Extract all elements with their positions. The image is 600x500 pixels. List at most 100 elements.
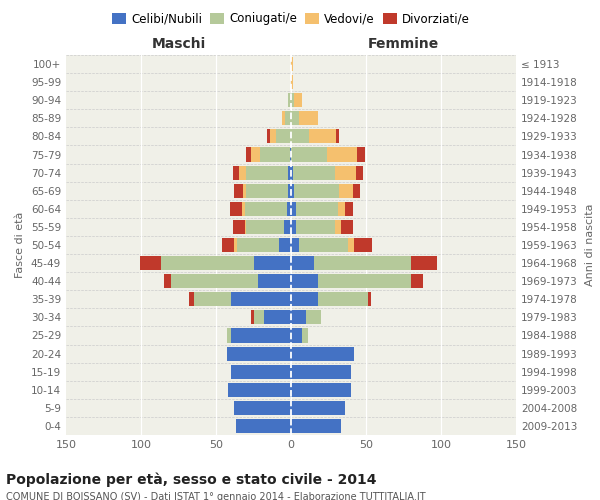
Bar bbox=[193, 292, 231, 306]
Bar bbox=[309, 130, 336, 143]
Bar bbox=[284, 220, 291, 234]
Bar bbox=[222, 238, 234, 252]
Bar bbox=[335, 166, 355, 179]
Bar bbox=[293, 166, 335, 179]
Bar bbox=[299, 238, 348, 252]
Bar bbox=[348, 238, 354, 252]
Bar bbox=[291, 166, 293, 179]
Bar bbox=[234, 184, 243, 198]
Bar bbox=[291, 274, 318, 288]
Text: COMUNE DI BOISSANO (SV) - Dati ISTAT 1° gennaio 2014 - Elaborazione TUTTITALIA.I: COMUNE DI BOISSANO (SV) - Dati ISTAT 1° … bbox=[6, 492, 425, 500]
Bar bbox=[291, 256, 314, 270]
Bar bbox=[291, 292, 318, 306]
Bar bbox=[296, 220, 335, 234]
Y-axis label: Anni di nascita: Anni di nascita bbox=[584, 204, 595, 286]
Bar bbox=[243, 184, 246, 198]
Bar bbox=[231, 328, 291, 342]
Bar bbox=[306, 310, 321, 324]
Bar bbox=[288, 184, 291, 198]
Bar bbox=[411, 256, 437, 270]
Bar bbox=[291, 57, 293, 71]
Bar bbox=[302, 328, 308, 342]
Bar bbox=[291, 202, 296, 216]
Bar bbox=[227, 328, 231, 342]
Bar bbox=[291, 364, 351, 378]
Bar bbox=[231, 364, 291, 378]
Bar bbox=[341, 220, 353, 234]
Bar bbox=[139, 256, 161, 270]
Bar bbox=[291, 238, 299, 252]
Bar bbox=[339, 184, 353, 198]
Bar bbox=[294, 93, 302, 108]
Bar bbox=[279, 238, 291, 252]
Bar bbox=[299, 112, 318, 126]
Bar bbox=[239, 166, 246, 179]
Bar bbox=[357, 148, 365, 162]
Text: Popolazione per età, sesso e stato civile - 2014: Popolazione per età, sesso e stato civil… bbox=[6, 472, 377, 487]
Bar bbox=[171, 274, 258, 288]
Bar bbox=[336, 130, 339, 143]
Bar bbox=[258, 274, 291, 288]
Bar bbox=[246, 184, 288, 198]
Bar bbox=[353, 184, 360, 198]
Bar bbox=[345, 202, 353, 216]
Bar bbox=[290, 148, 291, 162]
Bar bbox=[335, 220, 341, 234]
Bar bbox=[291, 401, 345, 415]
Bar bbox=[276, 130, 291, 143]
Bar bbox=[318, 292, 367, 306]
Bar bbox=[291, 220, 296, 234]
Bar bbox=[241, 202, 245, 216]
Bar bbox=[291, 328, 302, 342]
Text: Maschi: Maschi bbox=[151, 38, 206, 52]
Bar bbox=[291, 382, 351, 397]
Bar bbox=[245, 202, 287, 216]
Bar bbox=[282, 112, 285, 126]
Legend: Celibi/Nubili, Coniugati/e, Vedovi/e, Divorziati/e: Celibi/Nubili, Coniugati/e, Vedovi/e, Di… bbox=[107, 8, 475, 30]
Bar bbox=[251, 148, 260, 162]
Bar bbox=[291, 75, 293, 89]
Bar bbox=[291, 310, 306, 324]
Bar bbox=[411, 274, 423, 288]
Bar bbox=[355, 166, 363, 179]
Bar bbox=[367, 292, 371, 306]
Bar bbox=[285, 112, 291, 126]
Y-axis label: Fasce di età: Fasce di età bbox=[16, 212, 25, 278]
Bar bbox=[354, 238, 372, 252]
Bar bbox=[337, 202, 345, 216]
Bar bbox=[291, 130, 309, 143]
Bar bbox=[251, 310, 254, 324]
Bar bbox=[296, 202, 337, 216]
Bar bbox=[161, 256, 254, 270]
Bar bbox=[233, 220, 245, 234]
Bar bbox=[291, 184, 294, 198]
Bar bbox=[288, 93, 291, 108]
Bar bbox=[291, 148, 327, 162]
Bar bbox=[254, 310, 264, 324]
Bar bbox=[227, 346, 291, 360]
Text: Femmine: Femmine bbox=[368, 38, 439, 52]
Bar bbox=[234, 238, 237, 252]
Bar bbox=[287, 202, 291, 216]
Bar bbox=[264, 310, 291, 324]
Bar bbox=[245, 220, 246, 234]
Bar bbox=[231, 292, 291, 306]
Bar bbox=[291, 419, 341, 433]
Bar bbox=[294, 184, 339, 198]
Bar bbox=[288, 166, 291, 179]
Bar bbox=[235, 419, 291, 433]
Bar bbox=[189, 292, 193, 306]
Bar bbox=[163, 274, 171, 288]
Bar bbox=[291, 93, 294, 108]
Bar bbox=[233, 166, 239, 179]
Bar bbox=[314, 256, 411, 270]
Bar bbox=[254, 256, 291, 270]
Bar bbox=[260, 148, 290, 162]
Bar bbox=[327, 148, 357, 162]
Bar bbox=[270, 130, 276, 143]
Bar bbox=[246, 166, 288, 179]
Bar bbox=[246, 220, 284, 234]
Bar bbox=[291, 112, 299, 126]
Bar bbox=[318, 274, 411, 288]
Bar bbox=[229, 202, 241, 216]
